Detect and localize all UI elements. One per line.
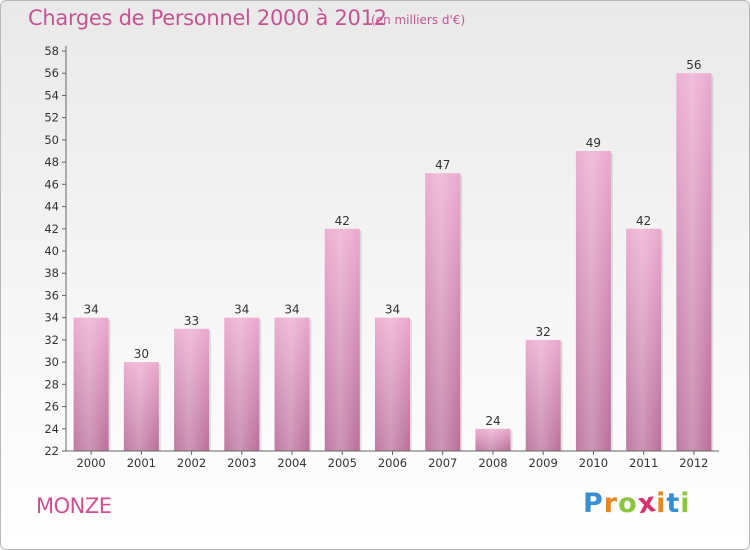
chart-title: Charges de Personnel 2000 à 2012	[28, 6, 387, 30]
y-tick-label: 26	[44, 400, 59, 414]
x-tick-label: 2005	[328, 456, 357, 470]
data-label: 34	[385, 303, 400, 317]
bar-highlight	[224, 317, 260, 451]
bar-highlight	[274, 317, 310, 451]
bar-highlight	[123, 362, 159, 451]
logo-letter: o	[618, 488, 638, 519]
y-tick-label: 42	[44, 222, 59, 236]
data-label: 34	[83, 303, 98, 317]
data-label: 33	[184, 314, 199, 328]
x-tick-label: 2009	[529, 456, 558, 470]
x-tick-label: 2001	[127, 456, 156, 470]
y-tick-label: 56	[44, 66, 59, 80]
data-label: 30	[134, 347, 149, 361]
logo-letter: r	[603, 488, 619, 519]
proxiti-logo: Proxiti	[583, 486, 691, 521]
data-label: 47	[435, 158, 450, 172]
bar-highlight	[626, 228, 662, 451]
x-tick-label: 2006	[378, 456, 407, 470]
x-tick-label: 2011	[629, 456, 658, 470]
data-label: 56	[686, 58, 701, 72]
data-label: 42	[335, 214, 350, 228]
data-label: 34	[234, 303, 249, 317]
logo-letter: i	[680, 488, 691, 519]
bar-highlight	[475, 428, 511, 451]
y-tick-label: 48	[44, 155, 59, 169]
y-tick-label: 44	[44, 200, 59, 214]
chart-subtitle: (en milliers d'€)	[371, 13, 466, 27]
y-tick-label: 36	[44, 288, 59, 302]
logo-letter: t	[666, 488, 681, 519]
x-tick-label: 2012	[679, 456, 708, 470]
y-tick-label: 40	[44, 244, 59, 258]
y-tick-label: 50	[44, 133, 59, 147]
bar-highlight	[525, 339, 561, 451]
y-tick-label: 52	[44, 111, 59, 125]
x-tick-label: 2003	[227, 456, 256, 470]
x-tick-label: 2000	[76, 456, 105, 470]
y-tick-label: 32	[44, 333, 59, 347]
x-tick-label: 2002	[177, 456, 206, 470]
logo-letter: i	[656, 488, 667, 519]
y-tick-label: 30	[44, 355, 59, 369]
logo-letter: P	[583, 488, 604, 519]
x-tick-label: 2004	[277, 456, 306, 470]
logo-letter: x	[635, 486, 659, 521]
y-tick-label: 22	[44, 444, 59, 458]
data-label: 24	[485, 414, 500, 428]
x-tick-label: 2010	[579, 456, 608, 470]
y-tick-label: 46	[44, 177, 59, 191]
bar-highlight	[425, 173, 461, 451]
x-tick-label: 2008	[478, 456, 507, 470]
y-tick-label: 38	[44, 266, 59, 280]
y-tick-label: 34	[44, 311, 59, 325]
bar-highlight	[575, 151, 611, 451]
bar-highlight	[324, 228, 360, 451]
bar-highlight	[174, 328, 210, 451]
data-label: 32	[536, 325, 551, 339]
data-label: 49	[586, 136, 601, 150]
y-tick-label: 24	[44, 422, 59, 436]
y-tick-label: 54	[44, 88, 59, 102]
bar-highlight	[73, 317, 109, 451]
data-label: 34	[284, 303, 299, 317]
x-tick-label: 2007	[428, 456, 457, 470]
y-tick-label: 28	[44, 377, 59, 391]
y-tick-label: 58	[44, 44, 59, 58]
commune-name: MONZE	[36, 494, 112, 518]
bar-highlight	[375, 317, 410, 451]
data-label: 42	[636, 214, 651, 228]
bar-highlight	[676, 73, 712, 451]
